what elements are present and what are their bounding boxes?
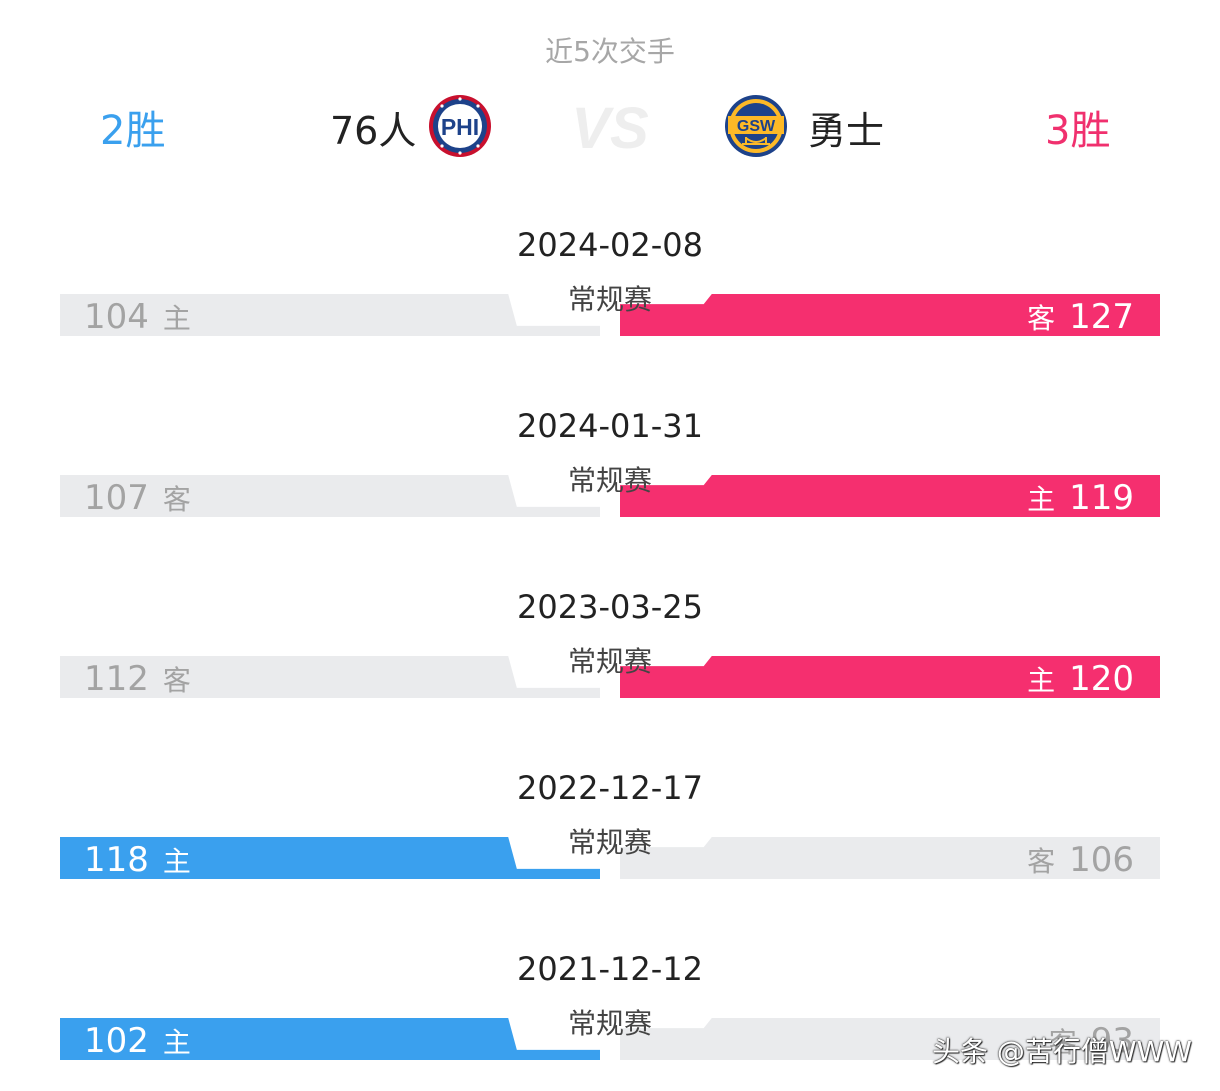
game-type: 常规赛: [567, 283, 652, 316]
game-date: 2024-02-08: [517, 226, 703, 264]
right-team-name[interactable]: 勇士: [808, 109, 885, 153]
gsw-logo-text: GSW: [737, 118, 776, 135]
left-score-bar: 107 客: [60, 475, 600, 517]
game-type: 常规赛: [567, 464, 652, 497]
left-score: 107: [84, 478, 149, 518]
game-date: 2022-12-17: [517, 769, 703, 807]
right-score: 119: [1069, 478, 1134, 518]
section-title: 近5次交手: [545, 35, 675, 68]
game-type: 常规赛: [567, 1007, 652, 1040]
game-row[interactable]: 2024-01-31 107 客 主 119 常规赛: [0, 407, 1220, 537]
vs-icon: VS: [571, 96, 649, 161]
left-location: 主: [162, 845, 191, 878]
phi-logo-icon[interactable]: PHI: [428, 94, 492, 158]
right-score-bar: 主 119: [620, 475, 1160, 517]
game-type: 常规赛: [567, 826, 652, 859]
right-score-bar: 主 120: [620, 656, 1160, 698]
left-score: 104: [84, 297, 149, 337]
left-team-name[interactable]: 76人: [330, 109, 417, 153]
left-location: 客: [162, 664, 191, 697]
right-location: 客: [1027, 302, 1056, 335]
left-score-bar: 118 主: [60, 837, 600, 879]
game-date: 2024-01-31: [517, 407, 703, 445]
game-row[interactable]: 2022-12-17 118 主 客 106 常规赛: [0, 769, 1220, 899]
game-date: 2023-03-25: [517, 588, 703, 626]
right-location: 主: [1027, 483, 1056, 516]
left-location: 客: [162, 483, 191, 516]
left-team-wins: 2胜: [100, 108, 166, 154]
left-score-bar: 104 主: [60, 294, 600, 336]
game-row[interactable]: 2023-03-25 112 客 主 120 常规赛: [0, 588, 1220, 718]
svg-text:VS: VS: [571, 96, 649, 161]
left-score-bar: 112 客: [60, 656, 600, 698]
right-location: 主: [1027, 664, 1056, 697]
phi-logo-text: PHI: [441, 114, 479, 140]
game-type: 常规赛: [567, 645, 652, 678]
left-location: 主: [162, 1026, 191, 1059]
right-score: 120: [1069, 659, 1134, 699]
gsw-logo-icon[interactable]: GSW: [724, 94, 788, 158]
game-date: 2021-12-12: [517, 950, 703, 988]
left-score: 102: [84, 1021, 149, 1061]
game-row[interactable]: 2024-02-08 104 主 客 127 常规赛: [0, 226, 1220, 356]
right-location: 客: [1027, 845, 1056, 878]
left-score: 118: [84, 840, 149, 880]
right-score-bar: 客 93: [620, 1018, 1160, 1060]
left-location: 主: [162, 302, 191, 335]
right-score-bar: 客 106: [620, 837, 1160, 879]
right-score: 93: [1090, 1021, 1134, 1061]
right-score: 106: [1069, 840, 1134, 880]
right-location: 客: [1048, 1026, 1077, 1059]
watermark: 头条 @苦行僧WWW: [932, 1035, 1192, 1068]
game-row[interactable]: 2021-12-12 102 主 客 93 常规赛: [0, 950, 1220, 1080]
left-score: 112: [84, 659, 149, 699]
right-score: 127: [1069, 297, 1134, 337]
right-score-bar: 客 127: [620, 294, 1160, 336]
right-team-wins: 3胜: [1045, 108, 1111, 154]
left-score-bar: 102 主: [60, 1018, 600, 1060]
